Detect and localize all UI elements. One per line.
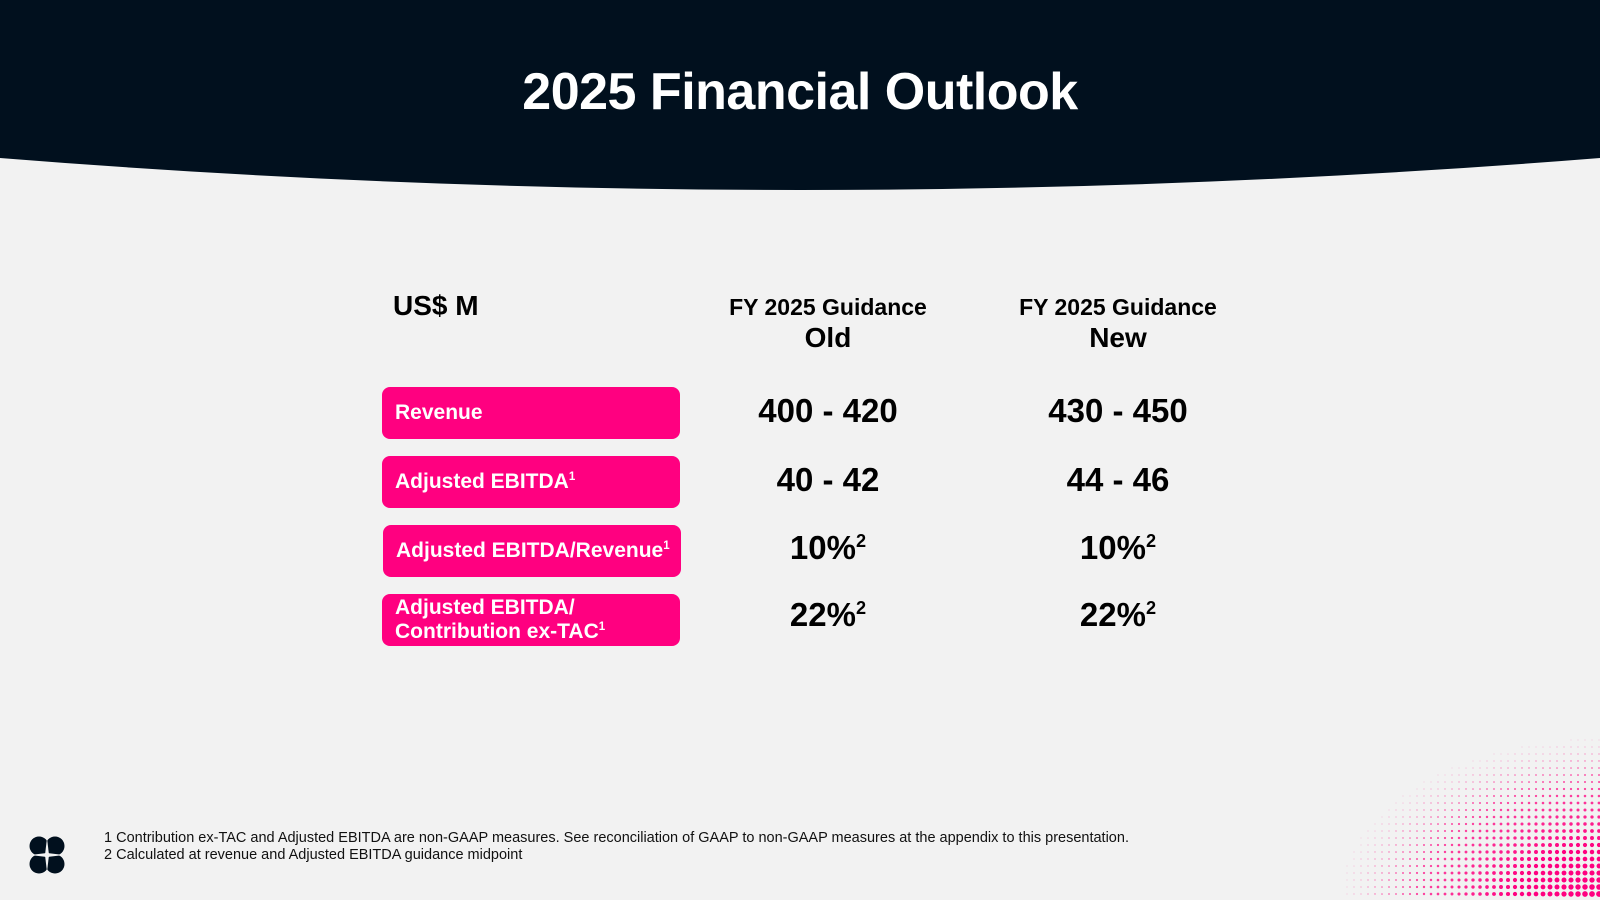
row-label-text: Adjusted EBITDA/Revenue xyxy=(396,538,664,562)
row-ebitda-contribution-old-value: 22%2 xyxy=(789,596,867,633)
page-title: 2025 Financial Outlook xyxy=(522,63,1078,121)
row-label-ebitda-contribution: Adjusted EBITDA/ Contribution ex-TAC1 xyxy=(382,594,680,646)
row-ebitda-contribution-new-value: 22%2 xyxy=(1079,596,1157,633)
footnote-2: 2 Calculated at revenue and Adjusted EBI… xyxy=(104,847,523,863)
halftone-dots-decoration xyxy=(1346,739,1600,897)
row-revenue-new-value: 430 - 450 xyxy=(1048,392,1188,429)
row-label-adjusted-ebitda: Adjusted EBITDA1 xyxy=(382,456,680,508)
row-label-text-line2: Contribution ex-TAC xyxy=(395,620,599,643)
footnote-marker: 2 xyxy=(855,531,867,551)
unit-label: US$ M xyxy=(393,290,479,321)
footnote-marker: 1 xyxy=(598,621,606,633)
row-ebitda-revenue-new-value: 10%2 xyxy=(1079,529,1157,566)
row-ebitda-revenue-old-value: 10%2 xyxy=(789,529,867,566)
column-header-new-line2: New xyxy=(1089,322,1147,353)
column-header-old-line1: FY 2025 Guidance xyxy=(729,294,927,320)
footnote-marker: 2 xyxy=(1145,598,1157,618)
footnote-marker: 1 xyxy=(663,539,670,552)
footnote-marker: 2 xyxy=(855,598,867,618)
row-label-revenue: Revenue xyxy=(382,387,680,439)
row-label-text: Adjusted EBITDA xyxy=(395,469,569,493)
header-band xyxy=(0,0,1600,190)
footnote-marker: 1 xyxy=(568,470,576,483)
row-ebitda-old-value: 40 - 42 xyxy=(776,461,880,498)
footnote-marker: 2 xyxy=(1145,531,1157,551)
row-label-text: Revenue xyxy=(395,400,483,424)
company-logo-icon xyxy=(29,836,65,874)
column-header-new-line1: FY 2025 Guidance xyxy=(1019,294,1217,320)
row-ebitda-new-value: 44 - 46 xyxy=(1066,461,1170,498)
row-revenue-old-value: 400 - 420 xyxy=(758,392,898,429)
footnote-1: 1 Contribution ex-TAC and Adjusted EBITD… xyxy=(104,830,1129,846)
row-label-ebitda-revenue: Adjusted EBITDA/Revenue1 xyxy=(383,525,681,577)
column-header-old-line2: Old xyxy=(804,322,852,353)
row-label-text: Adjusted EBITDA/ xyxy=(395,595,575,619)
footnotes: 1 Contribution ex-TAC and Adjusted EBITD… xyxy=(104,830,1129,864)
